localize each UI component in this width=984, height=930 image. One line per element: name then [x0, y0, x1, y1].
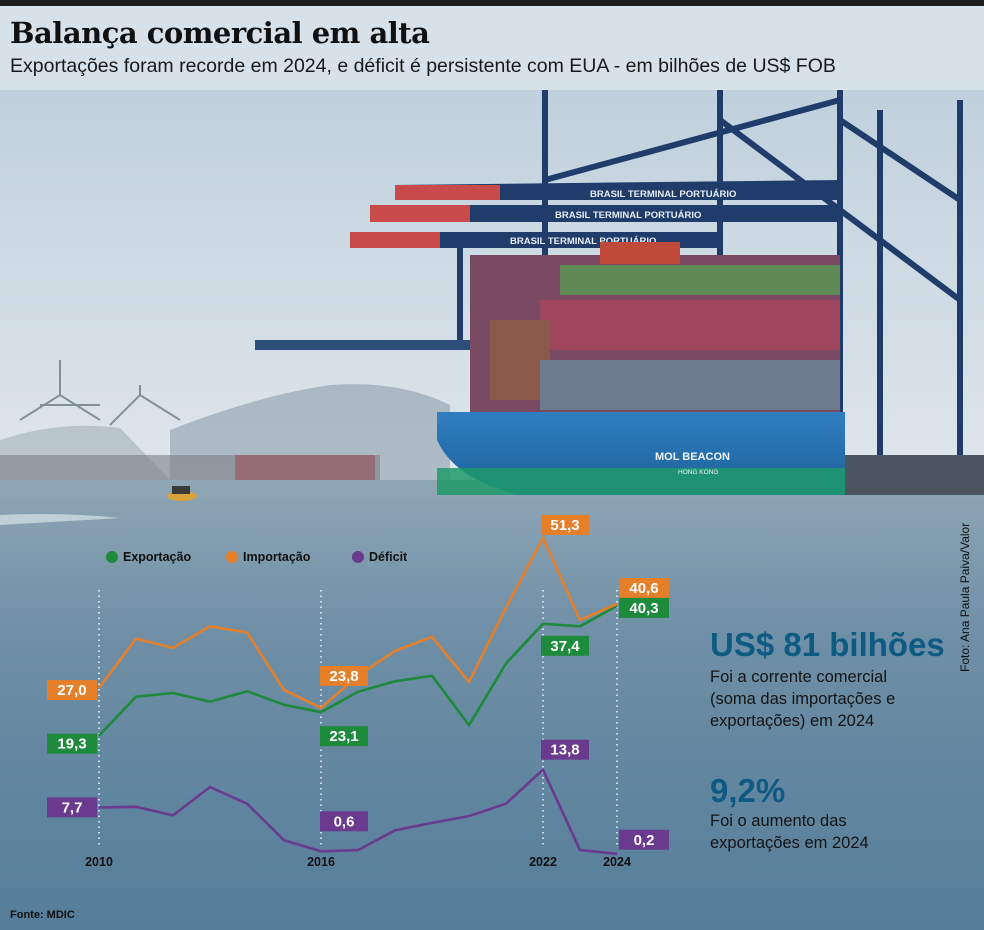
- data-label: 19,3: [57, 736, 86, 753]
- data-label-box: [320, 665, 368, 686]
- data-label-box: [541, 635, 589, 656]
- x-tick-label: 2022: [529, 855, 557, 869]
- crane-label-1: BRASIL TERMINAL PORTUÁRIO: [590, 189, 736, 200]
- legend-item-exportacao: Exportação: [106, 550, 191, 564]
- series-line-0: [98, 604, 618, 737]
- x-tick-label: 2016: [307, 855, 335, 869]
- legend-dot-icon: [226, 551, 238, 563]
- x-tick-label: 2024: [603, 855, 631, 869]
- data-label-box: [541, 514, 589, 535]
- legend-label: Exportação: [123, 550, 192, 564]
- ship-hull: MOL BEACON HONG KONG: [437, 412, 845, 495]
- data-label: 51,3: [550, 517, 579, 534]
- legend-dot-icon: [106, 551, 118, 563]
- data-label-box: [320, 726, 368, 747]
- stat-aumento-value: 9,2%: [710, 772, 786, 809]
- legend-dot-icon: [352, 551, 364, 563]
- legend-item-deficit: Déficit: [352, 550, 407, 564]
- data-label: 13,8: [550, 742, 579, 759]
- x-tick-label: 2010: [85, 855, 113, 869]
- title-band: [0, 6, 984, 90]
- data-label: 27,0: [57, 682, 86, 699]
- top-rule: [0, 0, 984, 6]
- sea: [0, 480, 984, 930]
- stat-desc-line: (soma das importações e: [710, 690, 896, 708]
- data-label-box: [320, 811, 368, 832]
- data-label: 0,2: [634, 832, 655, 849]
- series-line-2: [98, 768, 618, 856]
- wake: [0, 514, 120, 525]
- data-label: 40,6: [629, 580, 658, 597]
- page-subtitle: Exportações foram recorde em 2024, e déf…: [10, 55, 836, 77]
- stat-corrente-desc: Foi a corrente comercial (soma das impor…: [710, 666, 895, 732]
- stat-desc-line: exportações em 2024: [710, 834, 869, 852]
- crane-label-2: BRASIL TERMINAL PORTUÁRIO: [555, 210, 701, 221]
- data-label: 23,8: [329, 668, 358, 685]
- data-label-box: [619, 597, 669, 618]
- stat-corrente-value: US$ 81 bilhões: [710, 626, 945, 663]
- data-label-box: [619, 578, 669, 599]
- stat-aumento-desc: Foi o aumento das exportações em 2024: [710, 810, 869, 854]
- ship-name: MOL BEACON: [655, 451, 730, 463]
- source-note: Fonte: MDIC: [10, 909, 75, 921]
- legend-item-importacao: Importação: [226, 550, 310, 564]
- data-label-box: [47, 733, 97, 754]
- boat: [167, 486, 197, 501]
- crane-label-3: BRASIL TERMINAL PORTUÁRIO: [510, 236, 656, 247]
- data-label: 37,4: [550, 638, 580, 655]
- legend-label: Importação: [243, 550, 311, 564]
- data-label: 0,6: [334, 813, 355, 830]
- container-stack: [470, 242, 840, 415]
- stat-desc-line: exportações) em 2024: [710, 712, 875, 730]
- crane-booms: BRASIL TERMINAL PORTUÁRIO BRASIL TERMINA…: [255, 180, 840, 350]
- ship-port: HONG KONG: [678, 469, 718, 476]
- data-label: 23,1: [329, 728, 358, 745]
- stat-desc-line: Foi o aumento das: [710, 812, 847, 830]
- stat-desc-line: Foi a corrente comercial: [710, 668, 887, 686]
- data-label-box: [47, 797, 97, 818]
- distant-cranes: [19, 360, 181, 426]
- data-label-box: [541, 739, 589, 760]
- legend-label: Déficit: [369, 550, 408, 564]
- quay: [845, 455, 984, 495]
- data-label: 7,7: [62, 799, 83, 816]
- page-title: Balança comercial em alta: [10, 16, 430, 50]
- data-label: 40,3: [629, 600, 658, 617]
- data-label-box: [47, 680, 97, 701]
- tanker: [235, 455, 375, 480]
- data-label-box: [619, 829, 669, 850]
